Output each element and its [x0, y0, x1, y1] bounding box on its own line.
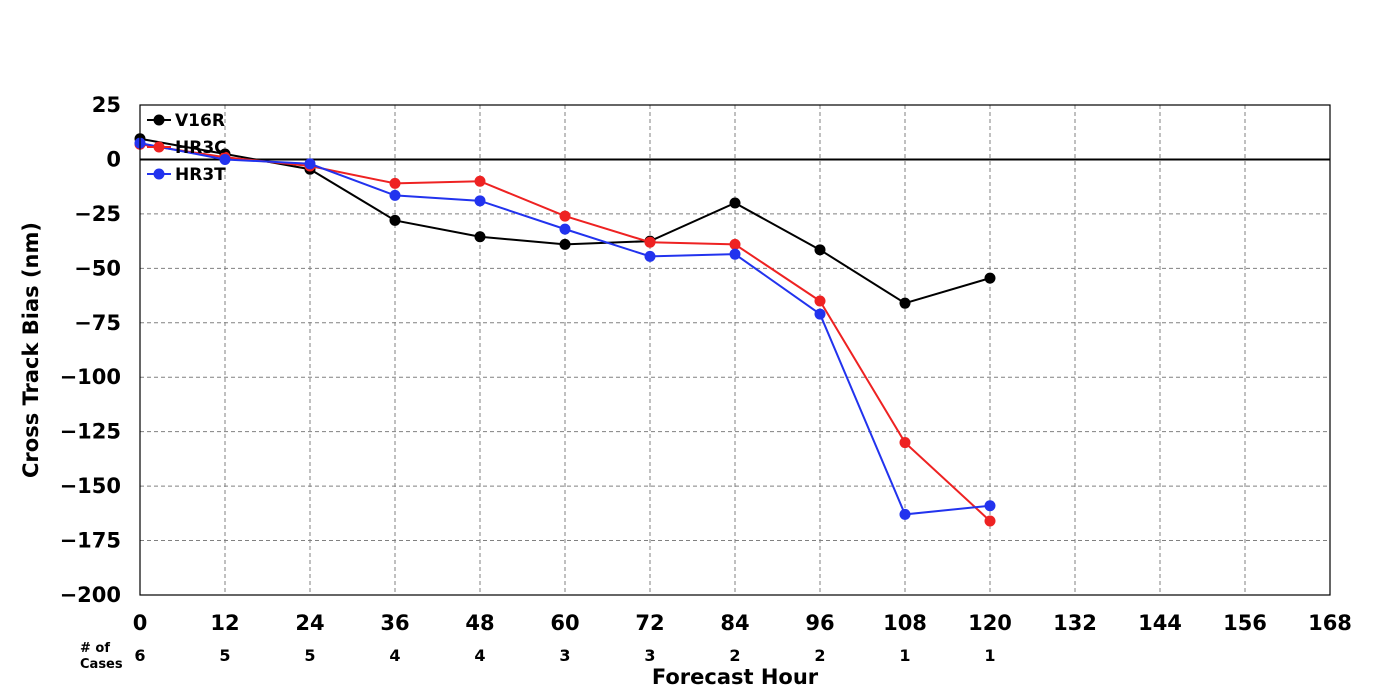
data-point [304, 158, 316, 170]
data-point [389, 177, 401, 189]
data-point [474, 195, 486, 207]
case-count: 4 [389, 646, 400, 665]
data-point [559, 223, 571, 235]
data-point [644, 236, 656, 248]
y-tick-label: −25 [74, 202, 121, 226]
legend-label: V16R [175, 111, 225, 131]
legend-item-hr3c: HR3C [147, 138, 227, 158]
x-tick-label: 120 [968, 611, 1012, 635]
data-point [899, 508, 911, 520]
case-count: 5 [219, 646, 230, 665]
y-tick-label: −75 [74, 311, 121, 335]
data-point [984, 500, 996, 512]
case-count: 1 [984, 646, 995, 665]
x-tick-label: 60 [550, 611, 579, 635]
x-tick-labels: 0 12 24 36 48 60 72 84 96 108 120 132 144 156 168 [133, 611, 1352, 635]
y-tick-labels: 25 0 −25 −50 −75 −100 −125 −150 −175 −200 [60, 93, 121, 607]
data-point [814, 295, 826, 307]
data-point [219, 153, 231, 165]
case-count: 1 [899, 646, 910, 665]
x-tick-label: 96 [805, 611, 834, 635]
cases-label-line2: Cases [80, 657, 123, 672]
data-point [389, 189, 401, 201]
x-tick-label: 84 [720, 611, 749, 635]
y-tick-label: 0 [106, 147, 121, 171]
data-point [899, 297, 911, 309]
x-tick-label: 48 [465, 611, 494, 635]
legend-marker [153, 168, 165, 180]
data-point [729, 197, 741, 209]
legend-marker [153, 141, 165, 153]
y-tick-label: −200 [60, 583, 121, 607]
legend-marker [153, 114, 165, 126]
x-tick-label: 12 [210, 611, 239, 635]
cases-label-line1: # of [80, 641, 110, 656]
legend-label: HR3T [175, 165, 226, 185]
x-tick-label: 0 [133, 611, 148, 635]
data-point [814, 244, 826, 256]
x-tick-label: 144 [1138, 611, 1182, 635]
legend-item-v16r: V16R [147, 111, 225, 131]
y-axis-title: Cross Track Bias (nm) [19, 222, 43, 478]
y-tick-label: −125 [60, 420, 121, 444]
legend-label: HR3C [175, 138, 227, 158]
data-point [814, 308, 826, 320]
legend-item-hr3t: HR3T [147, 165, 226, 185]
case-count: 2 [729, 646, 740, 665]
data-point [984, 272, 996, 284]
data-point [559, 210, 571, 222]
x-tick-label: 132 [1053, 611, 1097, 635]
x-axis-title: Forecast Hour [652, 665, 819, 689]
data-point [389, 214, 401, 226]
case-count: 6 [134, 646, 145, 665]
x-tick-label: 36 [380, 611, 409, 635]
case-count: 2 [814, 646, 825, 665]
x-tick-label: 24 [295, 611, 324, 635]
y-tick-label: −100 [60, 365, 121, 389]
y-tick-label: −50 [74, 256, 121, 280]
data-point [644, 250, 656, 262]
grid-layer [140, 105, 1330, 595]
x-tick-label: 108 [883, 611, 927, 635]
data-point [984, 515, 996, 527]
data-point [729, 238, 741, 250]
case-count: 3 [559, 646, 570, 665]
y-tick-label: 25 [92, 93, 121, 117]
data-point [474, 175, 486, 187]
x-tick-label: 72 [635, 611, 664, 635]
x-tick-label: 156 [1223, 611, 1267, 635]
series-layer [134, 133, 996, 527]
data-point [559, 238, 571, 250]
y-tick-label: −175 [60, 529, 121, 553]
plot-frame [139, 104, 1331, 596]
y-tick-label: −150 [60, 474, 121, 498]
case-count: 4 [474, 646, 485, 665]
data-point [729, 248, 741, 260]
series-hr3t [134, 137, 996, 520]
legend: V16R HR3C HR3T [147, 111, 227, 185]
x-tick-label: 168 [1308, 611, 1352, 635]
data-point [899, 437, 911, 449]
data-point [474, 231, 486, 243]
case-count: 5 [304, 646, 315, 665]
cases-row: # of Cases 6 5 5 4 4 3 3 2 2 1 1 [80, 641, 996, 672]
case-count: 3 [644, 646, 655, 665]
